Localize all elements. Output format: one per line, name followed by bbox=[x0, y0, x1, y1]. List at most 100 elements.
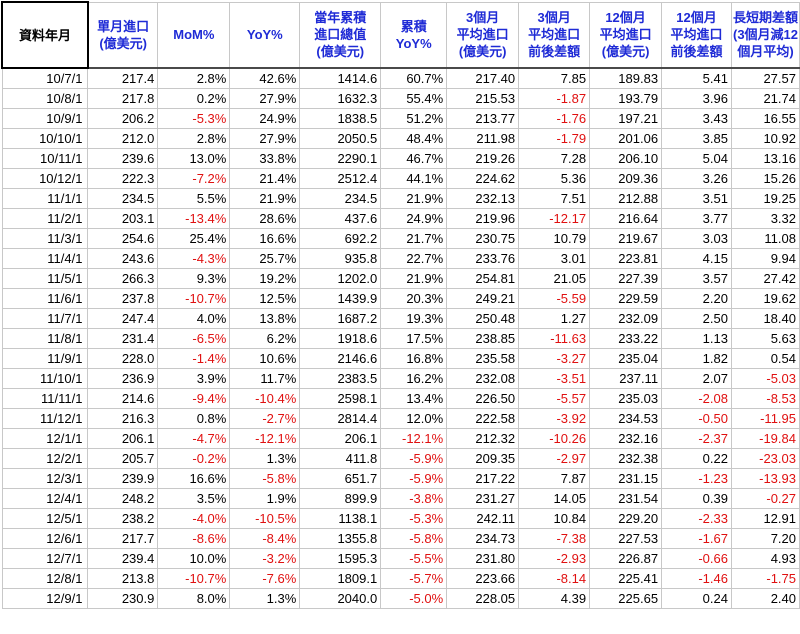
table-cell[interactable]: 0.54 bbox=[730, 348, 800, 369]
column-header[interactable]: 累積 YoY% bbox=[380, 1, 448, 69]
table-cell[interactable]: 10.84 bbox=[518, 508, 591, 529]
table-cell[interactable]: 13.16 bbox=[730, 148, 800, 169]
table-cell[interactable]: 1202.0 bbox=[299, 268, 382, 289]
table-cell[interactable]: 2040.0 bbox=[299, 588, 382, 609]
table-cell[interactable]: 212.88 bbox=[589, 188, 663, 209]
table-cell[interactable]: -1.23 bbox=[661, 468, 732, 489]
table-cell[interactable]: 2.20 bbox=[661, 288, 732, 309]
table-cell[interactable]: 214.6 bbox=[87, 388, 159, 409]
table-cell[interactable]: 233.22 bbox=[589, 328, 663, 349]
table-cell[interactable]: -5.8% bbox=[229, 468, 301, 489]
table-cell[interactable]: 1838.5 bbox=[299, 108, 382, 129]
table-cell[interactable]: 1.82 bbox=[661, 348, 732, 369]
table-cell[interactable]: 239.6 bbox=[87, 148, 159, 169]
table-cell[interactable]: 224.62 bbox=[446, 168, 520, 189]
table-cell[interactable]: 238.85 bbox=[446, 328, 520, 349]
table-cell[interactable]: 411.8 bbox=[299, 448, 382, 469]
column-header[interactable]: 長短期差額 (3個月減12 個月平均) bbox=[730, 1, 800, 69]
table-cell[interactable]: 1.3% bbox=[229, 588, 301, 609]
row-date-cell[interactable]: 11/8/1 bbox=[1, 328, 89, 349]
table-cell[interactable]: 17.5% bbox=[380, 328, 448, 349]
table-cell[interactable]: -5.3% bbox=[380, 508, 448, 529]
table-cell[interactable]: 16.2% bbox=[380, 368, 448, 389]
table-cell[interactable]: -0.2% bbox=[157, 448, 231, 469]
table-cell[interactable]: 14.05 bbox=[518, 488, 591, 509]
table-cell[interactable]: 3.96 bbox=[661, 88, 732, 109]
table-cell[interactable]: 3.5% bbox=[157, 488, 231, 509]
table-cell[interactable]: 51.2% bbox=[380, 108, 448, 129]
table-cell[interactable]: 27.57 bbox=[730, 67, 800, 89]
row-date-cell[interactable]: 11/6/1 bbox=[1, 288, 89, 309]
table-cell[interactable]: 226.87 bbox=[589, 548, 663, 569]
table-cell[interactable]: 7.20 bbox=[730, 528, 800, 549]
table-cell[interactable]: 2814.4 bbox=[299, 408, 382, 429]
table-cell[interactable]: -8.53 bbox=[730, 388, 800, 409]
row-date-cell[interactable]: 10/8/1 bbox=[1, 88, 89, 109]
table-cell[interactable]: -5.03 bbox=[730, 368, 800, 389]
table-cell[interactable]: 19.25 bbox=[730, 188, 800, 209]
table-cell[interactable]: 10.0% bbox=[157, 548, 231, 569]
table-cell[interactable]: 27.42 bbox=[730, 268, 800, 289]
table-cell[interactable]: 2.50 bbox=[661, 308, 732, 329]
table-cell[interactable]: 232.08 bbox=[446, 368, 520, 389]
table-cell[interactable]: -5.9% bbox=[380, 468, 448, 489]
table-cell[interactable]: -3.27 bbox=[518, 348, 591, 369]
table-cell[interactable]: -3.2% bbox=[229, 548, 301, 569]
table-cell[interactable]: 21.74 bbox=[730, 88, 800, 109]
table-cell[interactable]: 206.1 bbox=[299, 428, 382, 449]
row-date-cell[interactable]: 10/11/1 bbox=[1, 148, 89, 169]
table-cell[interactable]: 2.8% bbox=[157, 67, 231, 89]
table-cell[interactable]: 209.36 bbox=[589, 168, 663, 189]
table-cell[interactable]: 231.80 bbox=[446, 548, 520, 569]
table-cell[interactable]: 242.11 bbox=[446, 508, 520, 529]
table-cell[interactable]: 230.9 bbox=[87, 588, 159, 609]
table-cell[interactable]: -5.3% bbox=[157, 108, 231, 129]
table-cell[interactable]: -3.51 bbox=[518, 368, 591, 389]
table-cell[interactable]: -2.37 bbox=[661, 428, 732, 449]
table-cell[interactable]: -2.33 bbox=[661, 508, 732, 529]
table-cell[interactable]: 4.93 bbox=[730, 548, 800, 569]
table-cell[interactable]: -5.8% bbox=[380, 528, 448, 549]
table-cell[interactable]: 225.41 bbox=[589, 568, 663, 589]
row-date-cell[interactable]: 12/1/1 bbox=[1, 428, 89, 449]
table-cell[interactable]: 21.05 bbox=[518, 268, 591, 289]
table-cell[interactable]: 12.91 bbox=[730, 508, 800, 529]
table-cell[interactable]: 239.9 bbox=[87, 468, 159, 489]
table-cell[interactable]: 9.3% bbox=[157, 268, 231, 289]
table-cell[interactable]: 46.7% bbox=[380, 148, 448, 169]
table-cell[interactable]: 2383.5 bbox=[299, 368, 382, 389]
table-cell[interactable]: 231.15 bbox=[589, 468, 663, 489]
table-cell[interactable]: 18.40 bbox=[730, 308, 800, 329]
table-cell[interactable]: 10.92 bbox=[730, 128, 800, 149]
table-cell[interactable]: 0.24 bbox=[661, 588, 732, 609]
table-cell[interactable]: 223.66 bbox=[446, 568, 520, 589]
table-cell[interactable]: 2290.1 bbox=[299, 148, 382, 169]
table-cell[interactable]: 1.3% bbox=[229, 448, 301, 469]
column-header[interactable]: 12個月 平均進口 (億美元) bbox=[589, 1, 663, 69]
table-cell[interactable]: 5.5% bbox=[157, 188, 231, 209]
table-cell[interactable]: 9.94 bbox=[730, 248, 800, 269]
table-cell[interactable]: 21.9% bbox=[380, 268, 448, 289]
table-cell[interactable]: -1.76 bbox=[518, 108, 591, 129]
table-cell[interactable]: -5.0% bbox=[380, 588, 448, 609]
table-cell[interactable]: 16.55 bbox=[730, 108, 800, 129]
table-cell[interactable]: 234.53 bbox=[589, 408, 663, 429]
table-cell[interactable]: 1355.8 bbox=[299, 528, 382, 549]
table-cell[interactable]: 48.4% bbox=[380, 128, 448, 149]
table-cell[interactable]: 225.65 bbox=[589, 588, 663, 609]
row-date-cell[interactable]: 11/3/1 bbox=[1, 228, 89, 249]
table-cell[interactable]: 21.9% bbox=[229, 188, 301, 209]
table-cell[interactable]: 24.9% bbox=[229, 108, 301, 129]
table-cell[interactable]: -10.4% bbox=[229, 388, 301, 409]
table-cell[interactable]: 2512.4 bbox=[299, 168, 382, 189]
table-cell[interactable]: 6.2% bbox=[229, 328, 301, 349]
table-cell[interactable]: 7.51 bbox=[518, 188, 591, 209]
table-cell[interactable]: 44.1% bbox=[380, 168, 448, 189]
table-cell[interactable]: 235.04 bbox=[589, 348, 663, 369]
table-cell[interactable]: -12.1% bbox=[380, 428, 448, 449]
table-cell[interactable]: 1.9% bbox=[229, 488, 301, 509]
table-cell[interactable]: 3.77 bbox=[661, 208, 732, 229]
table-cell[interactable]: 437.6 bbox=[299, 208, 382, 229]
table-cell[interactable]: -1.79 bbox=[518, 128, 591, 149]
table-cell[interactable]: -5.5% bbox=[380, 548, 448, 569]
